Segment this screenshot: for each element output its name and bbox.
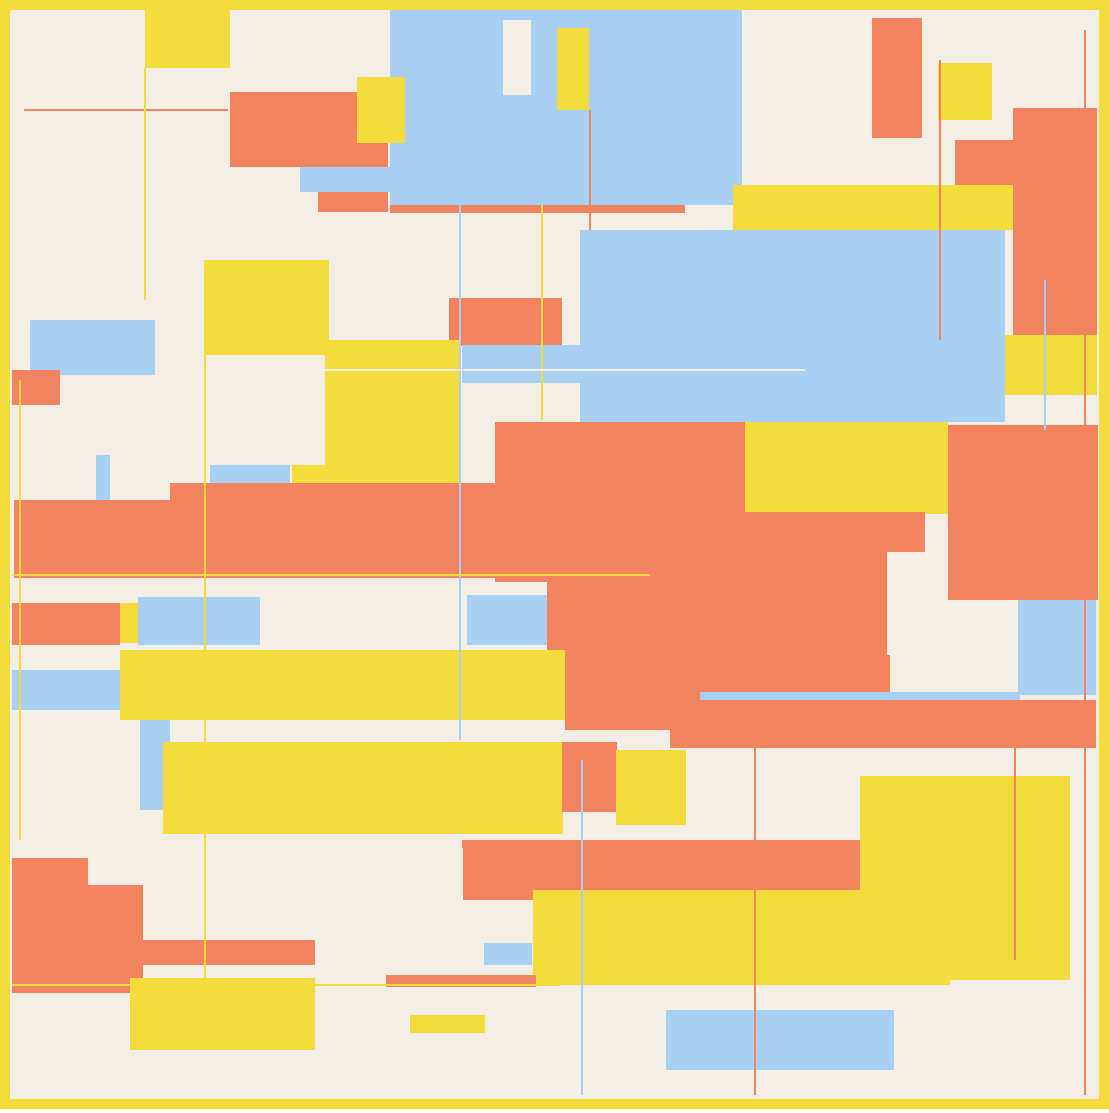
lines	[12, 30, 1086, 1095]
block	[1005, 335, 1097, 395]
block	[745, 512, 925, 552]
block	[733, 185, 1013, 230]
block	[503, 20, 531, 95]
block	[120, 603, 138, 643]
block	[88, 885, 143, 993]
block	[390, 205, 685, 213]
block	[616, 750, 686, 825]
block	[12, 858, 88, 993]
block	[12, 670, 122, 710]
block	[533, 890, 950, 985]
block	[1013, 108, 1097, 336]
block	[745, 422, 948, 514]
block	[467, 595, 547, 645]
block	[938, 63, 992, 120]
block	[143, 940, 315, 965]
block	[30, 320, 155, 375]
block	[410, 1015, 485, 1033]
block	[12, 603, 120, 645]
block	[163, 742, 563, 834]
block	[700, 692, 1020, 700]
rectangles	[12, 10, 1098, 1070]
block	[666, 1010, 894, 1070]
block	[210, 465, 290, 483]
block	[562, 742, 617, 812]
block	[357, 77, 405, 143]
block	[130, 978, 315, 1050]
block	[206, 260, 329, 355]
block	[315, 848, 463, 1023]
block	[14, 500, 170, 578]
block	[948, 425, 1098, 600]
block	[207, 355, 325, 465]
block	[955, 140, 1015, 185]
block	[670, 700, 1096, 748]
block	[120, 650, 565, 720]
block	[96, 455, 110, 500]
block	[580, 230, 1005, 422]
block	[318, 192, 388, 212]
block	[484, 943, 532, 965]
block	[138, 597, 260, 645]
block	[170, 483, 495, 578]
block	[145, 10, 230, 68]
block	[872, 18, 922, 138]
block	[557, 28, 589, 110]
block	[449, 298, 562, 346]
block	[1018, 600, 1096, 695]
block	[300, 167, 390, 192]
block	[547, 552, 887, 657]
block	[462, 345, 580, 383]
